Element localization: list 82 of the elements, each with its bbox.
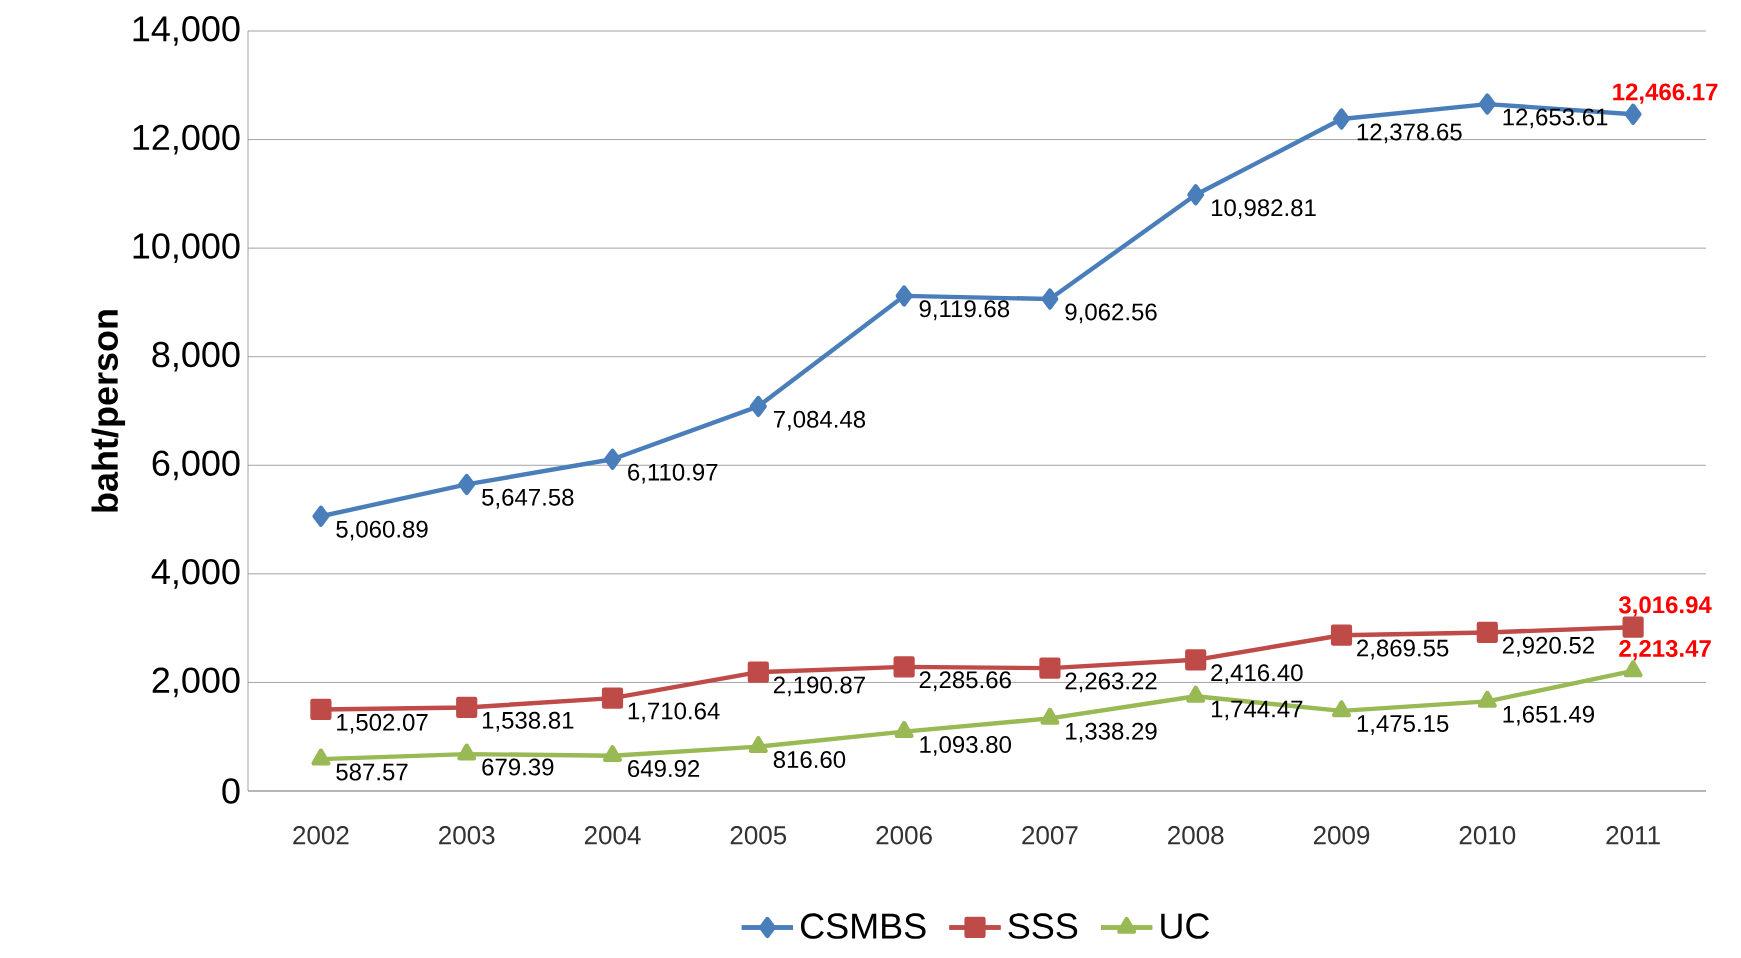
data-label: 9,062.56 [1065,303,1157,324]
data-label: 2,263.22 [1065,672,1157,693]
point [310,698,332,721]
point [749,395,767,417]
data-label: 1,744.47 [1211,700,1303,721]
x-tick-label: 2006 [876,826,932,845]
point [1333,108,1351,130]
point [1186,685,1206,703]
point [1332,700,1351,718]
y-tick-label: 12,000 [133,124,240,155]
data-label: 1,538.81 [482,711,574,732]
point [1622,616,1644,638]
point [748,736,768,754]
x-tick-label: 2002 [293,826,349,845]
y-tick-label: 2,000 [152,667,240,698]
data-label: 1,338.29 [1066,722,1157,743]
data-label: 10,982.81 [1211,199,1316,220]
point [1623,660,1643,678]
point [1476,621,1498,644]
x-tick-label: 2008 [1168,826,1224,845]
legend-label: CSMBS [801,913,926,939]
point [1041,288,1059,310]
data-label: 9,119.68 [919,300,1010,321]
data-label: 2,920.52 [1502,636,1594,657]
data-label: 2,190.87 [773,676,865,697]
point [604,448,622,470]
x-tick-label: 2003 [439,826,495,845]
data-label: 679.39 [482,758,554,776]
point [312,505,330,527]
point [1624,103,1642,125]
data-label: 2,213.47 [1619,639,1711,661]
data-label: 2,869.55 [1357,639,1449,660]
data-label: 6,110.97 [628,463,718,484]
point [747,661,769,683]
point [1477,690,1497,708]
data-label: 587.57 [336,763,408,781]
legend-label: UC [1161,913,1210,939]
data-label: 2,285.66 [919,671,1011,692]
data-label: 3,016.94 [1618,596,1712,617]
point [1478,93,1496,115]
point [457,743,477,761]
y-tick-label: 4,000 [151,558,240,589]
point [893,656,915,678]
point [456,696,478,719]
y-tick-label: 6,000 [152,450,240,481]
data-label: 1,710.64 [628,702,720,723]
x-tick-label: 2004 [584,826,641,845]
point [458,473,476,496]
y-tick-label: 10,000 [133,233,240,264]
data-label: 2,416.40 [1211,664,1303,685]
data-label: 5,647.58 [482,488,574,509]
y-tick-label: 8,000 [152,341,240,372]
data-label: 1,475.15 [1357,715,1449,735]
point [1330,624,1353,646]
data-label: 649.92 [628,760,700,778]
data-label: 1,651.49 [1503,705,1594,726]
point [895,285,913,307]
point [601,687,624,709]
y-tick-label: 0 [222,778,240,804]
x-tick-label: 2007 [1022,826,1078,845]
x-tick-label: 2009 [1313,826,1370,845]
data-label: 12,653.61 [1503,108,1608,129]
x-tick-label: 2010 [1459,826,1516,845]
data-label: 7,084.48 [773,410,866,431]
point [1187,184,1205,206]
point [1039,657,1061,679]
x-tick-label: 2005 [730,826,787,845]
point [311,748,331,766]
point [894,721,914,739]
y-axis-title: baht/person [91,310,126,512]
data-label: 12,378.65 [1357,123,1462,144]
point [603,745,622,763]
legend-label: SSS [1008,913,1078,939]
data-label: 1,502.07 [337,713,428,734]
point [1040,707,1060,725]
data-label: 12,466.17 [1613,83,1718,104]
x-tick-label: 2011 [1606,826,1660,845]
point [1185,649,1207,671]
data-label: 816.60 [773,751,846,769]
y-tick-label: 14,000 [133,16,240,46]
data-label: 1,093.80 [920,736,1011,756]
data-label: 5,060.89 [336,520,428,541]
